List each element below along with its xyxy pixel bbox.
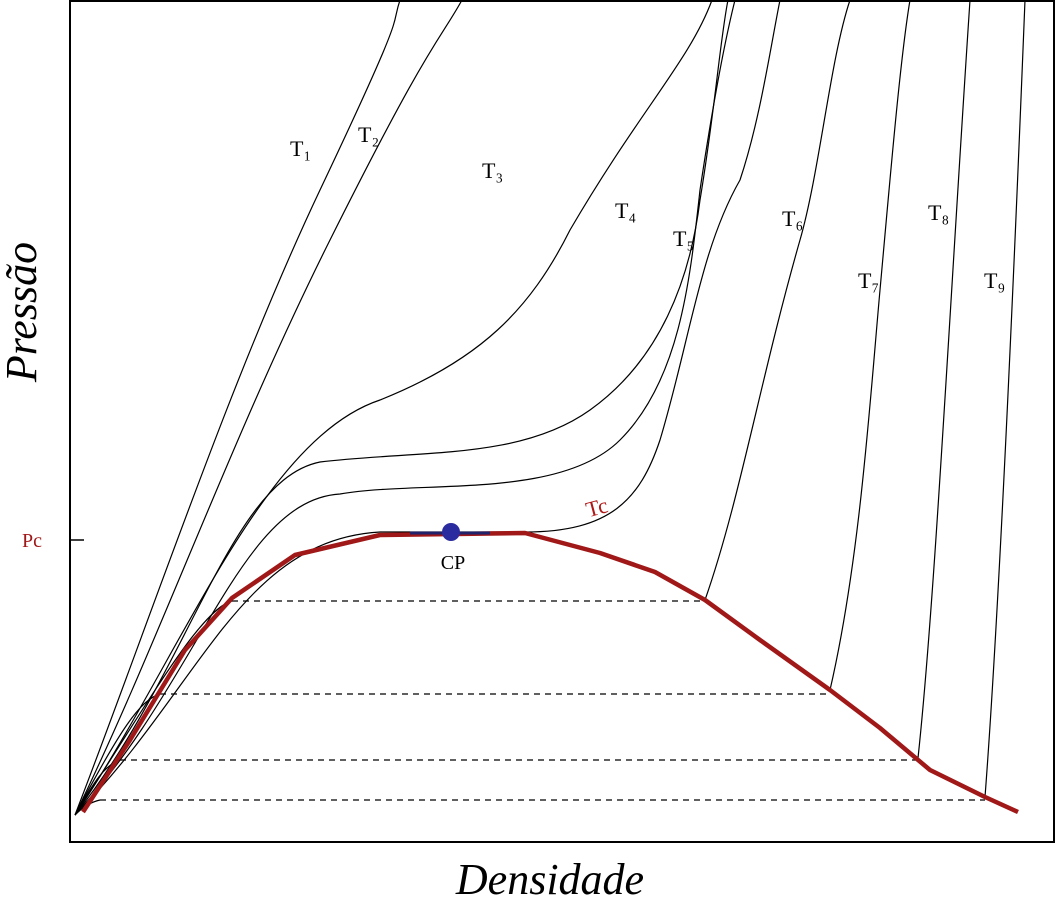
isotherm-curves: [74, 0, 1026, 816]
pc-label: Pc: [22, 530, 42, 552]
isotherm: [74, 0, 911, 816]
isotherm-label: T₁: [290, 136, 311, 161]
isotherm-label: T₃: [482, 158, 503, 183]
isotherm-label: T₉: [984, 268, 1005, 293]
isotherm: [74, 0, 1026, 816]
isotherm-label: T₈: [928, 200, 949, 225]
isotherm-label: T₂: [358, 122, 379, 147]
coexistence-curve: [81, 530, 1019, 815]
plot-frame: [69, 0, 1055, 843]
critical-point: [442, 523, 460, 541]
isotherm-label: T₄: [615, 198, 636, 223]
isotherm: [74, 0, 401, 816]
cp-label: CP: [441, 552, 465, 574]
y-axis-label: Pressão: [0, 242, 46, 383]
isotherm: [74, 0, 463, 816]
isotherm-labels: T₁ T₂ T₃ T₄ T₅ T₆ T₇ T₈ T₉: [290, 122, 1005, 293]
isotherm-label: T₅: [673, 226, 694, 251]
tc-label: Tc: [583, 492, 611, 522]
isotherm: [74, 0, 736, 816]
tie-lines: [100, 600, 985, 801]
isotherm: [74, 0, 781, 816]
isotherm-label: T₇: [858, 268, 879, 293]
isotherm-label: T₆: [782, 206, 803, 231]
x-axis-label: Densidade: [455, 855, 644, 904]
isotherm: [74, 0, 729, 816]
isotherm: [74, 0, 851, 816]
isotherm: [74, 0, 713, 816]
